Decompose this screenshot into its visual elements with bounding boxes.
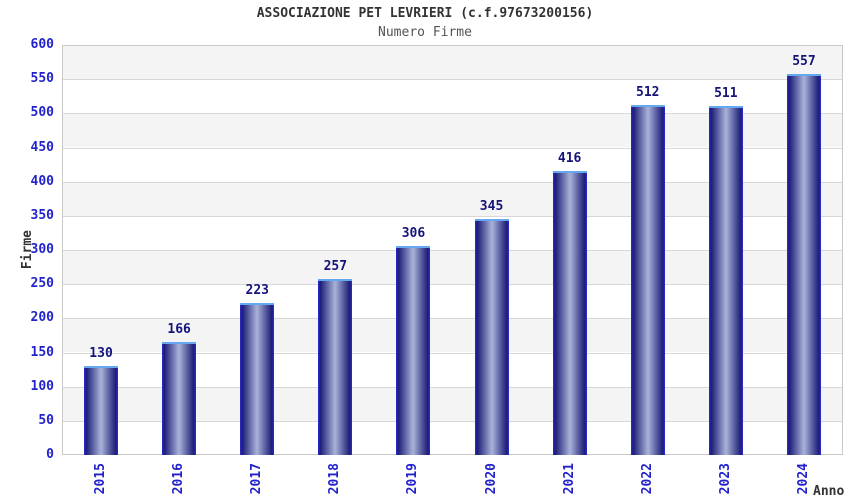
bar-2019 [396, 245, 431, 455]
x-tick-label: 2016 [171, 463, 187, 495]
y-tick-label: 50 [38, 412, 54, 428]
gridline [62, 386, 843, 388]
x-tick-label: 2023 [717, 463, 733, 495]
x-axis-title: Anno [813, 484, 845, 499]
bar-2017 [240, 302, 275, 455]
y-tick-label: 200 [30, 310, 54, 326]
gridline [62, 79, 843, 81]
bar-value-label: 512 [636, 85, 660, 101]
y-tick-label: 300 [30, 242, 54, 257]
y-tick-label: 500 [30, 105, 54, 121]
gridline [62, 181, 843, 183]
y-tick-label: 150 [30, 344, 54, 360]
bar-value-label: 130 [89, 346, 113, 362]
bar-value-label: 345 [479, 199, 504, 215]
x-tick-label: 2018 [327, 463, 343, 495]
bar-2024 [786, 74, 821, 455]
y-tick-label: 550 [30, 71, 54, 87]
bar-value-label: 166 [167, 321, 191, 337]
gridline [62, 352, 843, 354]
bar-value-label: 511 [714, 85, 738, 101]
bar-value-label: 257 [323, 259, 348, 275]
bar-2021 [552, 170, 587, 455]
x-tick-label: 2024 [795, 463, 811, 495]
bar-value-label: 557 [792, 54, 816, 70]
chart-title: ASSOCIAZIONE PET LEVRIERI (c.f.976732001… [256, 6, 594, 21]
bar-2018 [318, 279, 353, 455]
gridline [62, 250, 843, 251]
bar-2016 [162, 341, 197, 455]
gridline [62, 284, 843, 286]
plot-band [62, 45, 843, 80]
x-tick-label: 2017 [249, 463, 265, 495]
bar-2020 [474, 219, 509, 455]
bar-value-label: 416 [557, 150, 582, 166]
x-tick-label: 2022 [639, 463, 655, 495]
y-tick-label: 100 [30, 378, 54, 394]
y-tick-label: 0 [46, 447, 54, 462]
y-tick-label: 250 [30, 276, 54, 292]
x-tick-label: 2015 [93, 463, 109, 495]
x-tick-label: 2019 [405, 463, 421, 495]
y-tick-label: 400 [30, 173, 54, 189]
bar-value-label: 306 [401, 225, 426, 241]
gridline [62, 113, 843, 115]
bar-2022 [630, 105, 665, 455]
gridline [62, 215, 843, 217]
y-tick-label: 450 [30, 139, 54, 155]
gridline [62, 420, 843, 422]
y-tick-label: 600 [30, 37, 54, 52]
gridline [62, 147, 843, 149]
bar-2023 [708, 105, 743, 455]
bar-value-label: 223 [245, 282, 269, 298]
gridline [62, 318, 843, 320]
y-tick-label: 350 [30, 207, 54, 223]
x-tick-label: 2020 [483, 463, 499, 495]
x-tick-label: 2021 [561, 463, 577, 495]
bar-2015 [84, 366, 119, 455]
chart-subtitle: Numero Firme [378, 25, 472, 40]
